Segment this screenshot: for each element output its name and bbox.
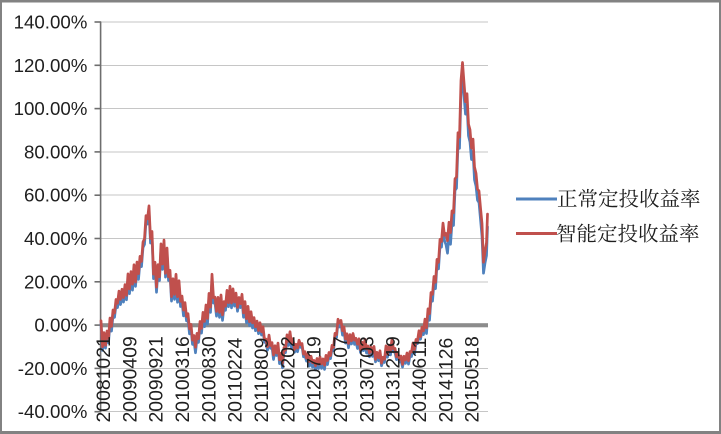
svg-text:20100316: 20100316 bbox=[172, 336, 194, 422]
svg-text:20130107: 20130107 bbox=[330, 336, 352, 422]
svg-text:40.00%: 40.00% bbox=[24, 228, 87, 249]
svg-text:20081021: 20081021 bbox=[93, 336, 115, 422]
svg-text:20131219: 20131219 bbox=[383, 336, 405, 422]
svg-text:20100830: 20100830 bbox=[198, 336, 220, 422]
svg-text:140.00%: 140.00% bbox=[14, 12, 88, 33]
svg-text:20150518: 20150518 bbox=[462, 336, 484, 422]
svg-text:20140611: 20140611 bbox=[409, 338, 431, 423]
svg-text:60.00%: 60.00% bbox=[24, 185, 87, 206]
svg-text:20130703: 20130703 bbox=[356, 336, 378, 422]
svg-text:20120719: 20120719 bbox=[304, 336, 326, 422]
svg-text:80.00%: 80.00% bbox=[24, 141, 87, 162]
svg-text:20141126: 20141126 bbox=[435, 338, 457, 423]
svg-text:20090409: 20090409 bbox=[119, 336, 141, 422]
svg-text:20110224: 20110224 bbox=[225, 337, 247, 422]
svg-text:100.00%: 100.00% bbox=[14, 98, 88, 119]
svg-text:-20.00%: -20.00% bbox=[18, 358, 88, 379]
svg-text:-40.00%: -40.00% bbox=[18, 401, 88, 422]
svg-text:120.00%: 120.00% bbox=[14, 55, 88, 76]
svg-text:20090921: 20090921 bbox=[146, 336, 168, 422]
svg-text:0.00%: 0.00% bbox=[34, 315, 87, 336]
svg-text:20110809: 20110809 bbox=[251, 338, 273, 423]
svg-text:20120202: 20120202 bbox=[277, 336, 299, 422]
svg-text:20.00%: 20.00% bbox=[24, 271, 87, 292]
